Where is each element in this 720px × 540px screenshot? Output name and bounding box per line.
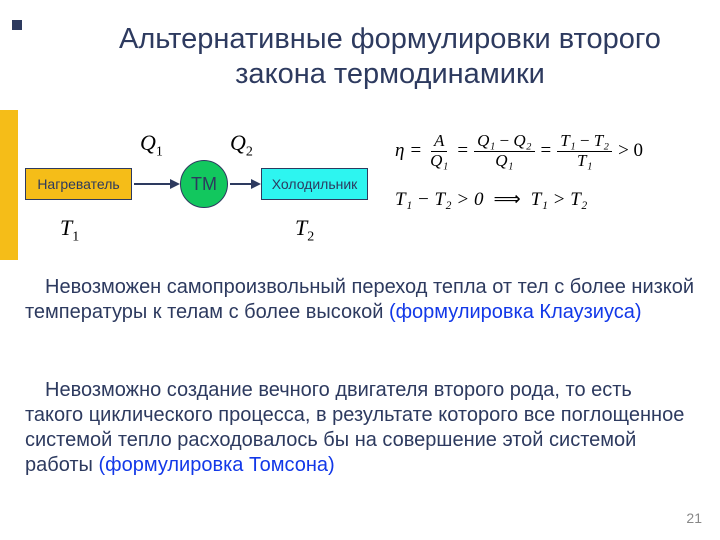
corner-marker [12, 20, 22, 30]
p2-blue: (формулировка Томсона) [98, 454, 334, 476]
den-t1: T₁ [574, 152, 595, 171]
num-t: T₁ − T₂ [557, 132, 612, 152]
heater-box: Нагреватель [25, 168, 132, 200]
t2-sym: T [295, 215, 307, 240]
q1n: Q₁ [477, 131, 495, 150]
implication-formula: T₁ − T₂ > 0 ⟹ T₁ > T₂ [395, 188, 705, 211]
paragraph-thomson: Невозможно создание вечного двигателя вт… [25, 378, 695, 478]
num-q: Q₁ − Q₂ [474, 132, 534, 152]
t2n: T₂ [594, 131, 609, 150]
q1-sym: Q [140, 130, 156, 155]
f2-rhs: T₁ > T₂ [531, 189, 588, 211]
label-q2: Q2 [230, 130, 253, 160]
q2n: Q₂ [513, 131, 531, 150]
efficiency-formula: η = A Q₁ = Q₁ − Q₂ Q₁ = T₁ − T₂ T₁ > 0 [395, 132, 705, 170]
paragraph-clausius: Невозможен самопроизвольный переход тепл… [25, 275, 695, 325]
t2-sub: 2 [307, 229, 314, 244]
q2-sub: 2 [246, 144, 253, 159]
label-t2: T2 [295, 215, 314, 245]
f2-impl: ⟹ [494, 188, 521, 211]
eq2: = [457, 140, 468, 162]
arrow-q1 [132, 177, 180, 191]
page-title: Альтернативные формулировки второго зако… [80, 22, 700, 92]
eta: η [395, 140, 404, 162]
p1-blue: (формулировка Клаузиуса) [389, 301, 642, 323]
mt: − [580, 131, 590, 150]
den-q1: Q₁ [427, 152, 451, 171]
label-q1: Q1 [140, 130, 163, 160]
eq1: = [410, 140, 421, 162]
t1-sub: 1 [72, 229, 79, 244]
mq: − [500, 131, 510, 150]
formula-block: η = A Q₁ = Q₁ − Q₂ Q₁ = T₁ − T₂ T₁ > 0 T… [395, 132, 705, 211]
gt0: > 0 [618, 140, 643, 162]
eq3: = [541, 140, 552, 162]
arrow-q2 [228, 177, 261, 191]
q2-sym: Q [230, 130, 246, 155]
page-number: 21 [686, 510, 702, 526]
label-t1: T1 [60, 215, 79, 245]
f2-lhs: T₁ − T₂ > 0 [395, 189, 484, 211]
tm-circle: ТМ [180, 160, 228, 208]
t1-sym: T [60, 215, 72, 240]
frac-a-q1: A Q₁ [427, 132, 451, 170]
q1-sub: 1 [156, 144, 163, 159]
cooler-box: Холодильник [261, 168, 368, 200]
sidebar-accent [0, 110, 18, 260]
frac-t: T₁ − T₂ T₁ [557, 132, 612, 170]
diagram: Нагреватель ТМ Холодильник Q1 Q2 T1 T2 [25, 130, 370, 260]
frac-q: Q₁ − Q₂ Q₁ [474, 132, 534, 170]
num-a: A [431, 132, 447, 152]
den-q1b: Q₁ [492, 152, 516, 171]
t1n: T₁ [560, 131, 575, 150]
